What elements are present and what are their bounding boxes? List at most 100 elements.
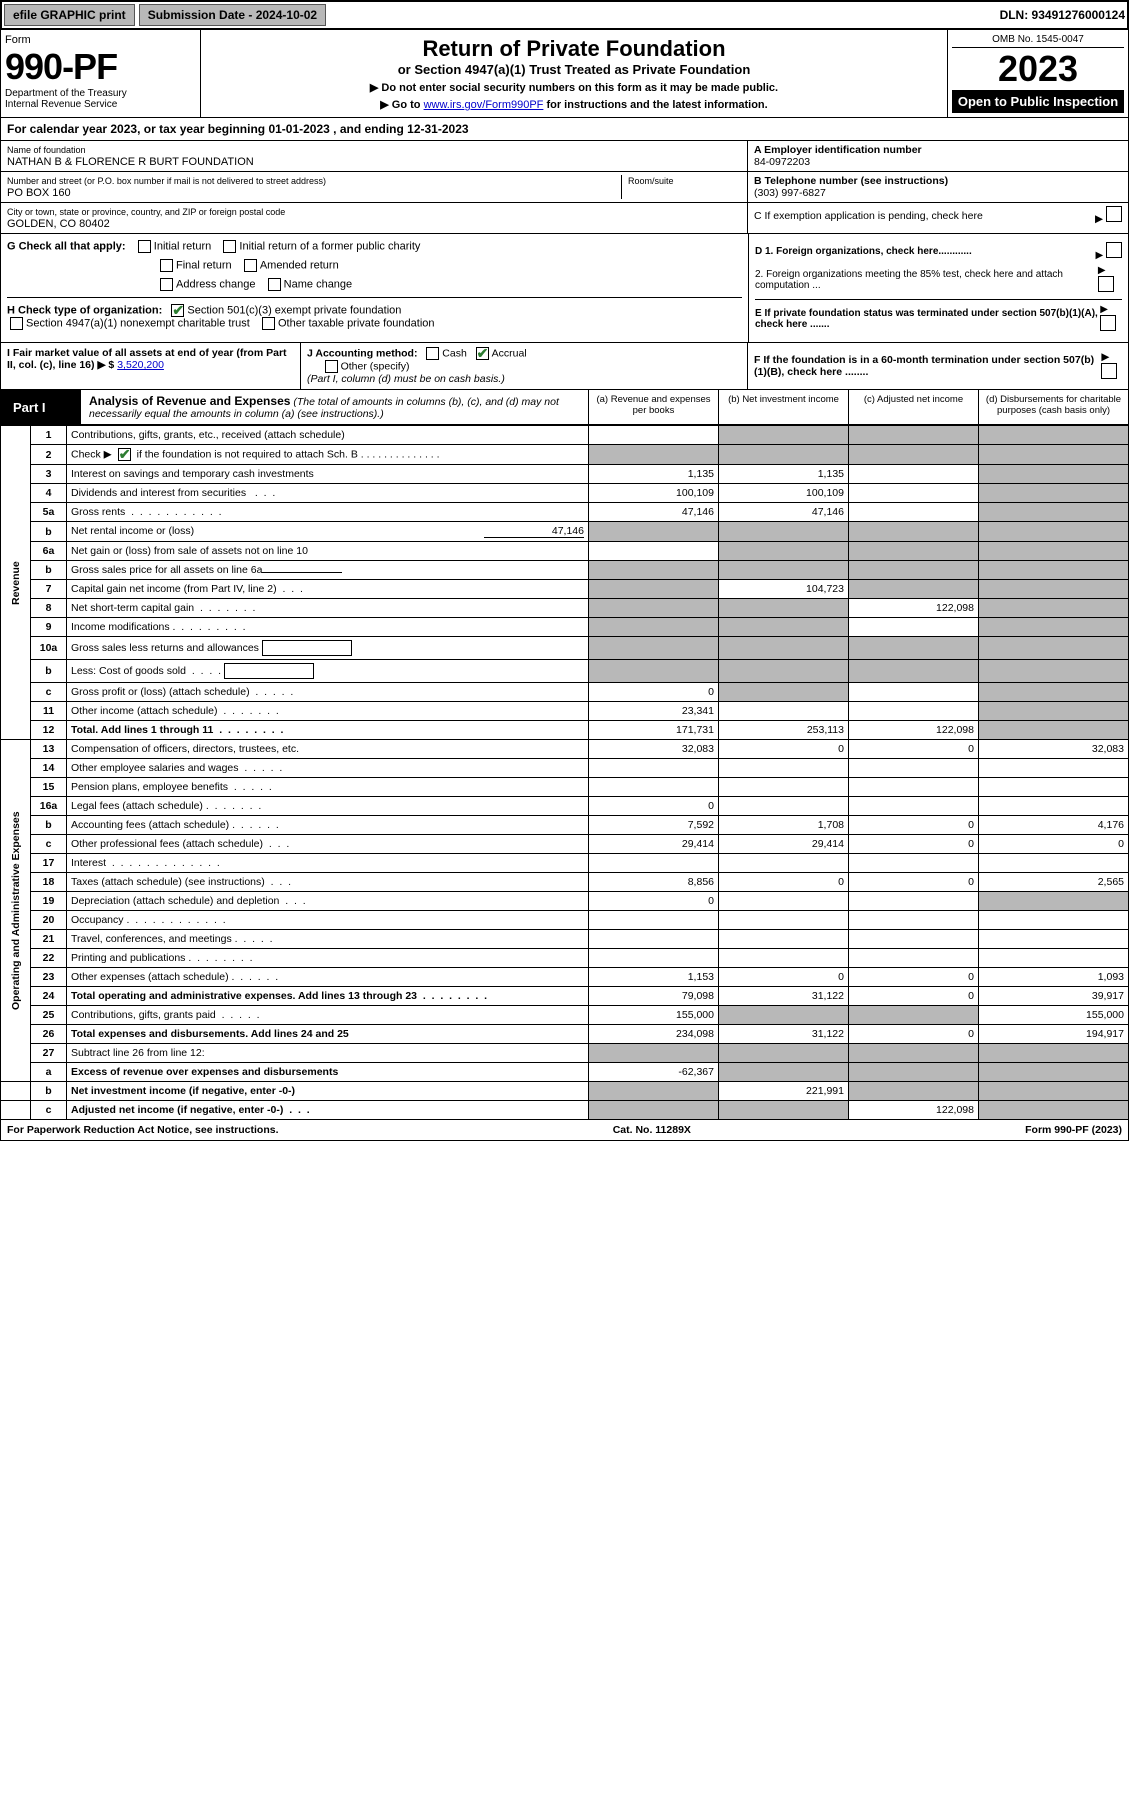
table-row: 24Total operating and administrative exp… [1,987,1129,1006]
form-header: Form 990-PF Department of the Treasury I… [0,30,1129,118]
g3: Final return [176,259,232,271]
cb-e[interactable] [1100,315,1116,331]
table-row: bAccounting fees (attach schedule) . . .… [1,816,1129,835]
j1: Cash [442,347,467,359]
cb-accrual[interactable] [476,347,489,360]
ein-value: 84-0972203 [754,156,810,168]
cb-4947a1[interactable] [10,317,23,330]
table-row: 25Contributions, gifts, grants paid . . … [1,1006,1129,1025]
cb-address-change[interactable] [160,278,173,291]
analysis-table: Revenue 1Contributions, gifts, grants, e… [0,425,1129,1120]
e: E If private foundation status was termi… [755,308,1098,330]
j2: Accrual [492,347,527,359]
table-row: 19Depreciation (attach schedule) and dep… [1,892,1129,911]
table-row: 20Occupancy . . . . . . . . . . . . [1,911,1129,930]
revenue-side-label: Revenue [1,426,31,740]
cb-name-change[interactable] [268,278,281,291]
cb-d2[interactable] [1098,276,1114,292]
table-row: 22Printing and publications . . . . . . … [1,949,1129,968]
room-label: Room/suite [628,176,674,186]
cb-former-public[interactable] [223,240,236,253]
submission-date-btn[interactable]: Submission Date - 2024-10-02 [139,4,326,26]
table-row: 8Net short-term capital gain . . . . . .… [1,599,1129,618]
table-row: 9Income modifications . . . . . . . . . [1,618,1129,637]
table-row: 4Dividends and interest from securities … [1,484,1129,503]
h3: Other taxable private foundation [278,317,435,329]
cb-other-taxable[interactable] [262,317,275,330]
table-row: 21Travel, conferences, and meetings . . … [1,930,1129,949]
table-row: Revenue 1Contributions, gifts, grants, e… [1,426,1129,445]
table-row: 2 Check ▶ if the foundation is not requi… [1,445,1129,465]
g-label: G Check all that apply: [7,240,126,252]
open-public-badge: Open to Public Inspection [952,90,1124,113]
omb-number: OMB No. 1545-0047 [952,34,1124,48]
footer-left: For Paperwork Reduction Act Notice, see … [7,1124,279,1136]
c-checkbox[interactable] [1106,206,1122,222]
cb-501c3[interactable] [171,304,184,317]
f: F If the foundation is in a 60-month ter… [754,354,1094,378]
g1: Initial return [154,240,211,252]
footer-row: For Paperwork Reduction Act Notice, see … [0,1120,1129,1141]
table-row: 16aLegal fees (attach schedule) . . . . … [1,797,1129,816]
phone-value: (303) 997-6827 [754,187,826,199]
cb-d1[interactable] [1106,242,1122,258]
dln-label: DLN: 93491276000124 [1000,8,1125,22]
g4: Amended return [260,259,339,271]
calendar-year-row: For calendar year 2023, or tax year begi… [0,118,1129,141]
h2: Section 4947(a)(1) nonexempt charitable … [26,317,250,329]
table-row: 10aGross sales less returns and allowanc… [1,637,1129,660]
table-row: 5aGross rents . . . . . . . . . . .47,14… [1,503,1129,522]
header-left: Form 990-PF Department of the Treasury I… [1,30,201,117]
col-c-header: (c) Adjusted net income [848,390,978,424]
part1-header: Part I Analysis of Revenue and Expenses … [0,390,1129,425]
expenses-side-label: Operating and Administrative Expenses [1,740,31,1082]
table-row: bLess: Cost of goods sold . . . . [1,660,1129,683]
col-a-header: (a) Revenue and expenses per books [588,390,718,424]
cb-initial-return[interactable] [138,240,151,253]
entity-block: Name of foundation NATHAN B & FLORENCE R… [0,141,1129,234]
instr-2-post: for instructions and the latest informat… [546,99,767,111]
header-right: OMB No. 1545-0047 2023 Open to Public In… [948,30,1128,117]
h-label: H Check type of organization: [7,304,162,316]
d1: D 1. Foreign organizations, check here..… [755,246,972,257]
cb-other-method[interactable] [325,360,338,373]
checks-block: G Check all that apply: Initial return I… [0,234,1129,343]
table-row: 11Other income (attach schedule) . . . .… [1,702,1129,721]
table-row: bGross sales price for all assets on lin… [1,561,1129,580]
city-value: GOLDEN, CO 80402 [7,218,110,230]
efile-btn[interactable]: efile GRAPHIC print [4,4,135,26]
table-row: 14Other employee salaries and wages . . … [1,759,1129,778]
g2: Initial return of a former public charit… [239,240,420,252]
form-number: 990-PF [5,46,196,88]
cb-cash[interactable] [426,347,439,360]
phone-label: B Telephone number (see instructions) [754,175,948,187]
g5: Address change [176,278,256,290]
table-row: 3Interest on savings and temporary cash … [1,465,1129,484]
table-row: 18Taxes (attach schedule) (see instructi… [1,873,1129,892]
table-row: 15Pension plans, employee benefits . . .… [1,778,1129,797]
d2: 2. Foreign organizations meeting the 85%… [755,269,1098,291]
irs-link[interactable]: www.irs.gov/Form990PF [424,99,544,111]
ijf-block: I Fair market value of all assets at end… [0,343,1129,390]
address-label: Number and street (or P.O. box number if… [7,176,326,186]
j-label: J Accounting method: [307,347,417,359]
cb-final-return[interactable] [160,259,173,272]
cb-f[interactable] [1101,363,1117,379]
h1: Section 501(c)(3) exempt private foundat… [187,304,401,316]
instr-2-pre: ▶ Go to [380,99,423,111]
table-row: cAdjusted net income (if negative, enter… [1,1101,1129,1120]
table-row: bNet investment income (if negative, ent… [1,1082,1129,1101]
table-row: cGross profit or (loss) (attach schedule… [1,683,1129,702]
table-row: 12Total. Add lines 1 through 11 . . . . … [1,721,1129,740]
table-row: aExcess of revenue over expenses and dis… [1,1063,1129,1082]
cb-sch-b[interactable] [118,448,131,461]
instr-1: ▶ Do not enter social security numbers o… [370,82,778,94]
table-row: 17Interest . . . . . . . . . . . . . [1,854,1129,873]
form-subtitle: or Section 4947(a)(1) Trust Treated as P… [207,62,941,77]
j-note: (Part I, column (d) must be on cash basi… [307,373,505,385]
col-d-header: (d) Disbursements for charitable purpose… [978,390,1128,424]
i-value[interactable]: 3,520,200 [117,359,164,371]
c-label: C If exemption application is pending, c… [754,210,983,222]
table-row: 26Total expenses and disbursements. Add … [1,1025,1129,1044]
cb-amended-return[interactable] [244,259,257,272]
